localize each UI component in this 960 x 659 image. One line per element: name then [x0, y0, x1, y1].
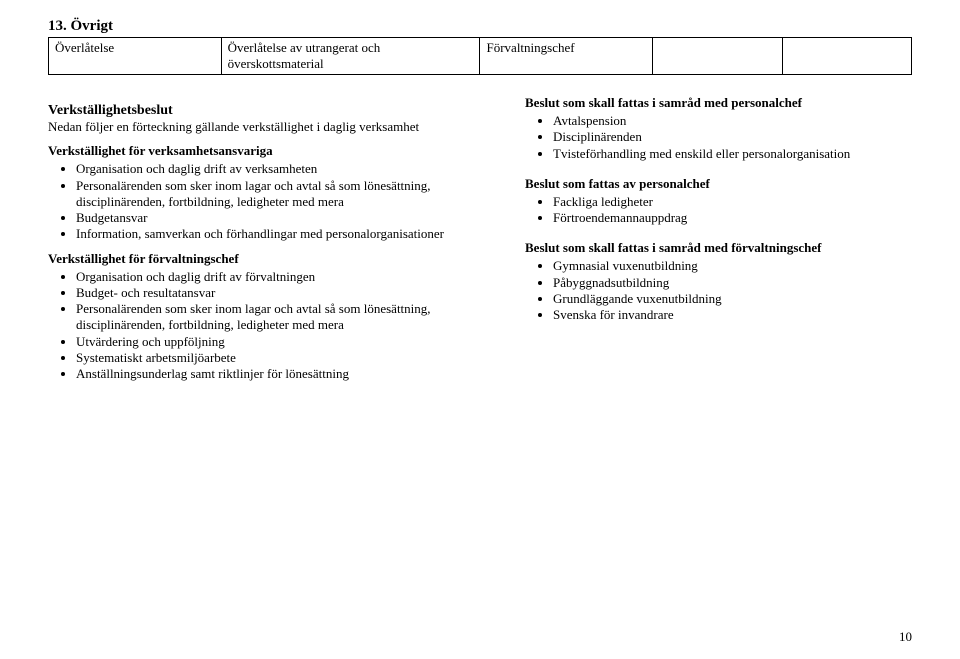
- list-item: Personalärenden som sker inom lagar och …: [76, 178, 493, 211]
- table-cell-c5: [782, 38, 911, 75]
- right-list3: Gymnasial vuxenutbildning Påbyggnadsutbi…: [525, 258, 912, 323]
- left-list2: Organisation och daglig drift av verksam…: [48, 161, 493, 242]
- table-cell-c1: Överlåtelse: [49, 38, 222, 75]
- left-h3: Verkställighet för förvaltningschef: [48, 251, 493, 267]
- list-item: Information, samverkan och förhandlingar…: [76, 226, 493, 242]
- list-item: Fackliga ledigheter: [553, 194, 912, 210]
- list-item: Disciplinärenden: [553, 129, 912, 145]
- list-item: Svenska för invandrare: [553, 307, 912, 323]
- left-column: Verkställighetsbeslut Nedan följer en fö…: [48, 95, 493, 382]
- list-item: Förtroendemannauppdrag: [553, 210, 912, 226]
- right-list2: Fackliga ledigheter Förtroendemannauppdr…: [525, 194, 912, 227]
- right-h1: Beslut som skall fattas i samråd med per…: [525, 95, 912, 111]
- list-item: Budgetansvar: [76, 210, 493, 226]
- list-item: Budget- och resultatansvar: [76, 285, 493, 301]
- right-column: Beslut som skall fattas i samråd med per…: [525, 95, 912, 382]
- table-row: Överlåtelse Överlåtelse av utrangerat oc…: [49, 38, 912, 75]
- list-item: Personalärenden som sker inom lagar och …: [76, 301, 493, 334]
- list-item: Gymnasial vuxenutbildning: [553, 258, 912, 274]
- section-heading: 13. Övrigt: [48, 18, 912, 35]
- list-item: Systematiskt arbetsmiljöarbete: [76, 350, 493, 366]
- left-para: Nedan följer en förteckning gällande ver…: [48, 119, 493, 135]
- list-item: Anställningsunderlag samt riktlinjer för…: [76, 366, 493, 382]
- list-item: Organisation och daglig drift av verksam…: [76, 161, 493, 177]
- list-item: Avtalspension: [553, 113, 912, 129]
- list-item: Utvärdering och uppföljning: [76, 334, 493, 350]
- list-item: Tvisteförhandling med enskild eller pers…: [553, 146, 912, 162]
- table-cell-c3: Förvaltningschef: [480, 38, 653, 75]
- left-list3: Organisation och daglig drift av förvalt…: [48, 269, 493, 383]
- table-cell-c4: [653, 38, 782, 75]
- list-item: Grundläggande vuxenutbildning: [553, 291, 912, 307]
- list-item: Påbyggnadsutbildning: [553, 275, 912, 291]
- left-h1: Verkställighetsbeslut: [48, 103, 493, 119]
- table-cell-c2: Överlåtelse av utrangerat och överskotts…: [221, 38, 480, 75]
- list-item: Organisation och daglig drift av förvalt…: [76, 269, 493, 285]
- right-h2: Beslut som fattas av personalchef: [525, 176, 912, 192]
- top-table: Överlåtelse Överlåtelse av utrangerat oc…: [48, 37, 912, 75]
- right-h3: Beslut som skall fattas i samråd med för…: [525, 240, 912, 256]
- page-number: 10: [899, 629, 912, 645]
- left-h2: Verkställighet för verksamhetsansvariga: [48, 143, 493, 159]
- right-list1: Avtalspension Disciplinärenden Tvisteför…: [525, 113, 912, 162]
- two-column-layout: Verkställighetsbeslut Nedan följer en fö…: [48, 95, 912, 382]
